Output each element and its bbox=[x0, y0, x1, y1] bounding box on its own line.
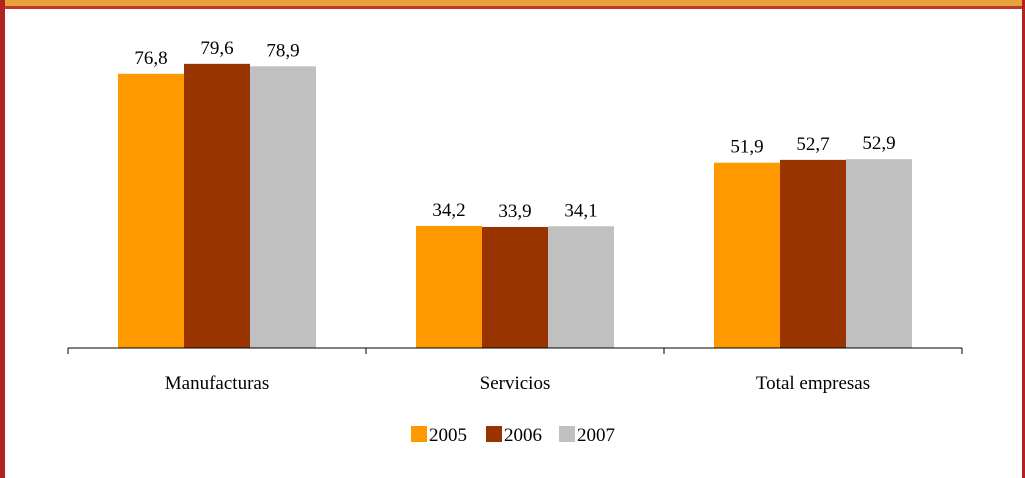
legend: 2005 2006 2007 bbox=[411, 425, 615, 446]
bar-2007-total-empresas bbox=[846, 159, 912, 348]
bar-2005-manufacturas bbox=[118, 73, 184, 348]
bar-2007-manufacturas bbox=[250, 66, 316, 349]
data-label: 34,2 bbox=[432, 200, 465, 221]
category-labels-layer: Manufacturas Servicios Total empresas bbox=[165, 373, 870, 394]
value-labels-layer: 76,8 79,6 78,9 34,2 33,9 34,1 51,9 52,7 52,9 bbox=[134, 38, 895, 222]
legend-label-2006: 2006 bbox=[504, 425, 542, 446]
data-label: 52,7 bbox=[796, 134, 829, 155]
data-label: 52,9 bbox=[862, 133, 895, 154]
bar-2006-total-empresas bbox=[780, 159, 846, 348]
legend-swatch-2005 bbox=[411, 426, 427, 442]
category-label: Total empresas bbox=[756, 373, 870, 394]
bar-2005-total-empresas bbox=[714, 162, 780, 348]
frame-right-border bbox=[1022, 0, 1025, 478]
x-axis-ticks bbox=[67, 348, 963, 354]
legend-label-2007: 2007 bbox=[577, 425, 615, 446]
bar-2005-servicios bbox=[416, 225, 482, 348]
data-label: 33,9 bbox=[498, 201, 531, 222]
legend-label-2005: 2005 bbox=[429, 425, 467, 446]
bars-layer bbox=[118, 63, 912, 349]
category-label: Manufacturas bbox=[165, 373, 269, 394]
data-label: 78,9 bbox=[266, 40, 299, 61]
data-label: 51,9 bbox=[730, 137, 763, 158]
bar-2006-servicios bbox=[482, 226, 548, 348]
data-label: 76,8 bbox=[134, 48, 167, 69]
frame-left-border bbox=[0, 0, 5, 478]
legend-swatch-2006 bbox=[486, 426, 502, 442]
bar-2006-manufacturas bbox=[184, 63, 250, 348]
bar-2007-servicios bbox=[548, 226, 614, 348]
legend-swatch-2007 bbox=[559, 426, 575, 442]
category-label: Servicios bbox=[480, 373, 551, 394]
frame-top-border bbox=[0, 0, 1025, 9]
data-label: 79,6 bbox=[200, 38, 233, 59]
data-label: 34,1 bbox=[564, 200, 597, 221]
